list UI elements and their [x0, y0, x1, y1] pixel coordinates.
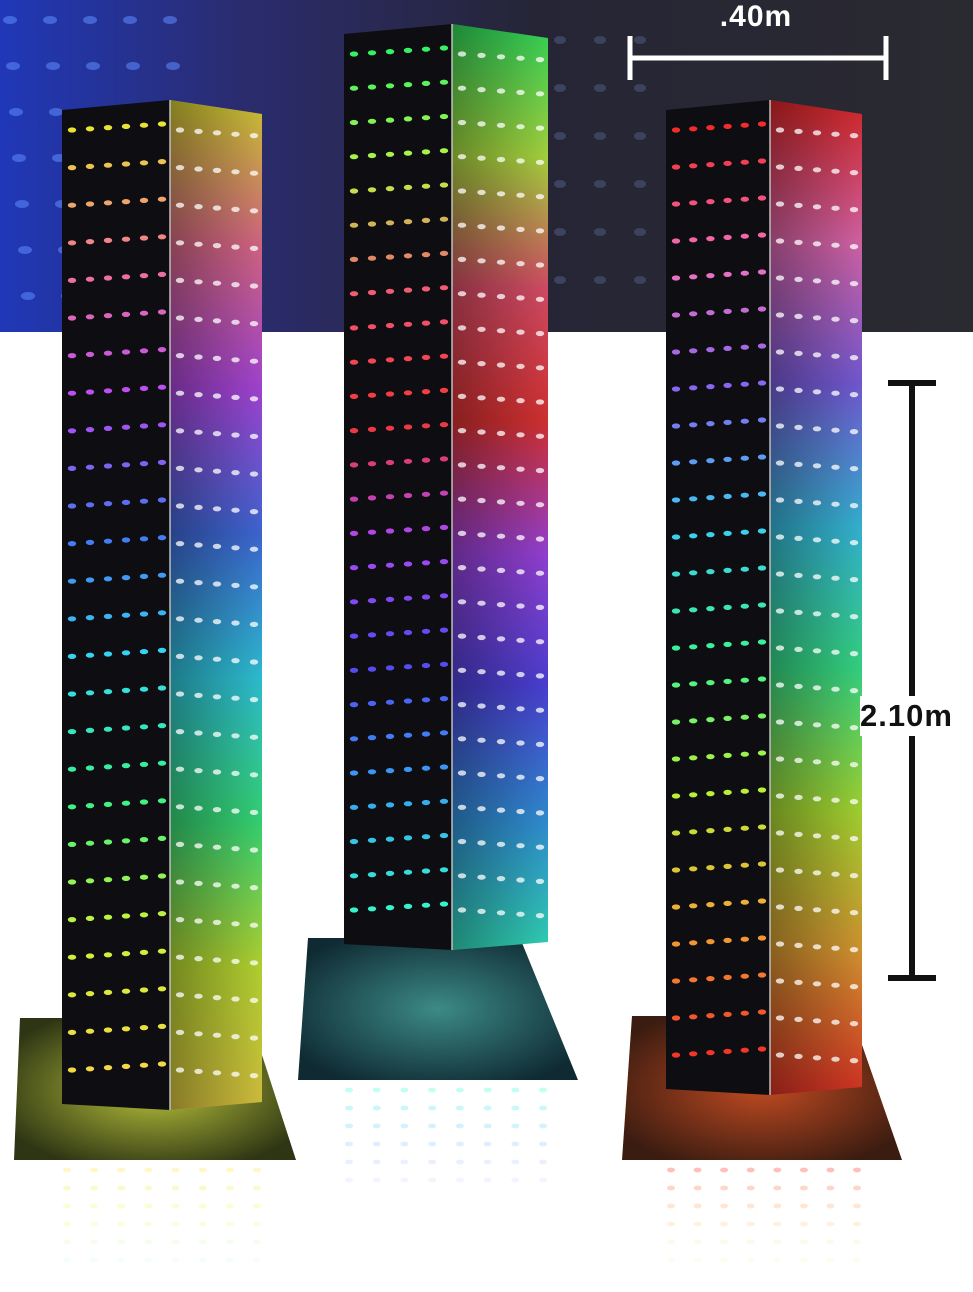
floor-reflections [63, 1087, 861, 1263]
height-dimension-label: 2.10m [860, 696, 953, 736]
green-top-tower-reflection [345, 1087, 547, 1183]
green-top-tower [298, 24, 578, 1080]
yellow-top-tower-reflection [63, 1167, 261, 1263]
red-top-tower-reflection [667, 1167, 861, 1263]
tower-left-face [62, 100, 170, 1110]
height-scale-bar [888, 380, 936, 981]
red-top-tower [622, 100, 902, 1160]
towers [14, 24, 902, 1160]
width-scale-bar [627, 36, 889, 80]
tower-base-plate [298, 938, 578, 1080]
tower-left-face [344, 24, 452, 950]
width-dimension-label: .40m [719, 0, 793, 33]
yellow-top-tower [14, 100, 296, 1160]
tower-left-face [666, 100, 770, 1095]
